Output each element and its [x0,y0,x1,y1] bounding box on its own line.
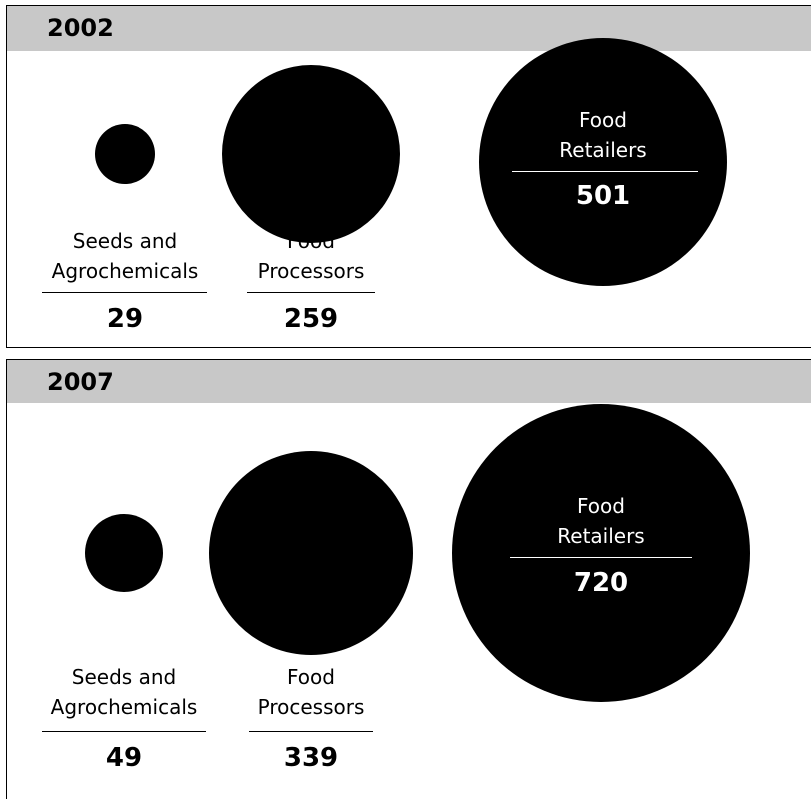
bubble-food-processors [222,65,401,244]
year-header-band: 2007 [7,360,811,403]
bubble-seeds-agrochemicals [95,124,155,184]
chart-title: 2007 [47,368,114,396]
bubble-food-processors [209,451,414,656]
value-food-retailers: 720 [501,568,701,598]
chart-panel-2007: 2007 Seeds andAgrochemicals 49 FoodProce… [6,359,811,799]
chart-title: 2002 [47,14,114,42]
value-seeds-agrochemicals: 49 [24,743,224,773]
divider-seeds-agrochemicals [42,731,206,732]
value-seeds-agrochemicals: 29 [25,304,225,334]
bubble-food-retailers [452,404,750,702]
chart-panel-2002: 2002 Seeds andAgrochemicals 29 FoodProce… [6,5,811,348]
label-food-retailers: FoodRetailers [503,105,703,165]
divider-food-retailers [512,171,698,172]
value-food-processors: 259 [211,304,411,334]
label-food-processors: FoodProcessors [211,226,411,286]
divider-food-processors [247,292,375,293]
label-food-processors: FoodProcessors [211,662,411,722]
divider-food-retailers [510,557,692,558]
divider-seeds-agrochemicals [42,292,207,293]
label-seeds-agrochemicals: Seeds andAgrochemicals [24,662,224,722]
divider-food-processors [249,731,373,732]
year-header-band: 2002 [7,6,811,51]
label-seeds-agrochemicals: Seeds andAgrochemicals [25,226,225,286]
bubble-seeds-agrochemicals [85,514,163,592]
label-food-retailers: FoodRetailers [501,491,701,551]
value-food-retailers: 501 [503,181,703,211]
value-food-processors: 339 [211,743,411,773]
